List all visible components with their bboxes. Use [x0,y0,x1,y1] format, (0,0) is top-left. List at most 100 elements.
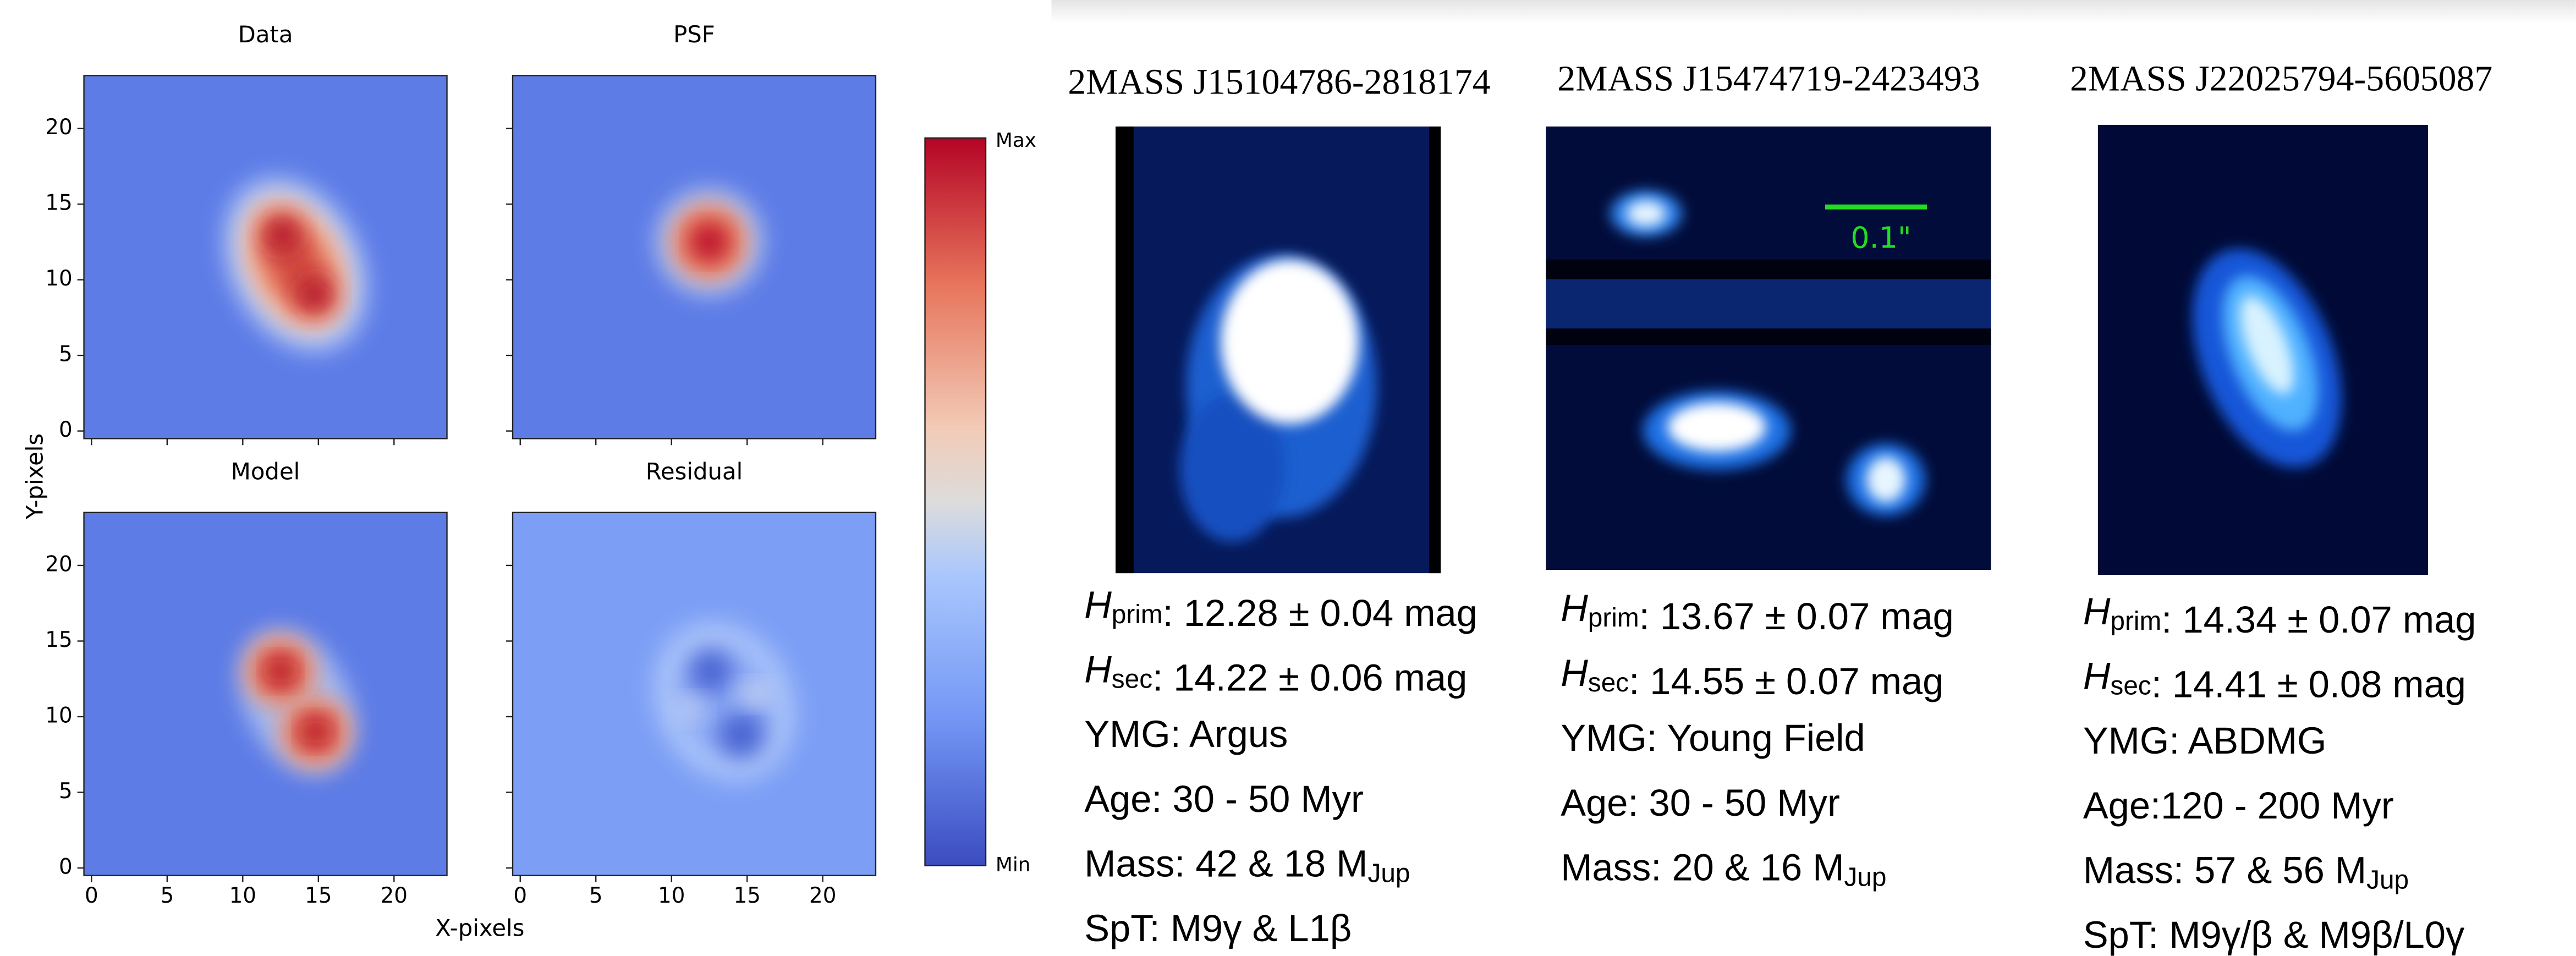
text: : 14.34 ± 0.07 mag [2161,598,2476,641]
text: Age:120 - 200 Myr [2083,784,2394,827]
target-image [1115,126,1441,574]
y-tick-label: 10 [45,703,72,728]
heatmap [512,75,876,439]
colorbar-max: Max [996,129,1036,152]
x-tick-label: 5 [160,883,174,908]
x-tick-label: 5 [589,883,603,908]
panel-title: Model [231,458,300,485]
text: : 12.28 ± 0.04 mag [1163,592,1478,634]
italic-symbol: H [1084,584,1112,626]
heatmap [84,512,447,876]
property-line: YMG: ABDMG [2083,719,2327,762]
text: Mass: 42 & 18 M [1084,843,1367,885]
text: : 14.41 ± 0.08 mag [2151,663,2466,706]
text: Mass: 57 & 56 M [2083,849,2366,892]
heatmap [84,75,447,439]
property-line: Age: 30 - 50 Myr [1084,778,1364,820]
x-axis-label: X-pixels [435,915,524,942]
text: Age: 30 - 50 Myr [1084,778,1364,820]
y-tick-label: 10 [45,266,72,291]
scale-bar: 0.1" [1825,204,1927,255]
property-line: Hsec: 14.22 ± 0.06 mag [1084,649,1467,699]
subscript: Jup [1367,859,1410,888]
colorbar-min: Min [996,854,1031,876]
image-band [1546,259,1991,279]
subscript: prim [1588,603,1639,632]
y-tick-label: 5 [59,342,73,367]
panel-frame [83,75,448,439]
subscript: prim [1112,600,1163,629]
property-line: Age: 30 - 50 Myr [1561,782,1840,824]
property-line: YMG: Argus [1084,713,1288,755]
image-band [1429,126,1441,574]
subscript: sec [1112,664,1152,694]
colorbar [924,137,987,866]
heatmap-blob [739,683,770,705]
heatmap-blob [268,659,293,684]
panel-title: PSF [673,21,715,48]
property-line: Hprim: 13.67 ± 0.07 mag [1561,587,1954,638]
y-tick-label: 20 [45,115,72,140]
property-line: Mass: 20 & 16 MJup [1561,847,1886,892]
top-shade [1051,0,2576,23]
y-axis-label: Y-pixels [21,433,48,520]
y-tick-label: 0 [59,417,73,442]
image-source [1667,402,1766,452]
italic-symbol: H [2083,590,2111,633]
target-image [2097,124,2428,575]
panel-frame [83,512,448,876]
text: Age: 30 - 50 Myr [1561,782,1840,824]
property-line: Age:120 - 200 Myr [2083,784,2394,827]
property-line: Mass: 42 & 18 MJup [1084,843,1410,888]
italic-symbol: H [2083,655,2111,697]
y-tick-label: 15 [45,628,72,652]
image-background [1546,126,1991,570]
heatmap-blob [675,698,704,720]
property-line: Hprim: 14.34 ± 0.07 mag [2083,590,2476,641]
text: : 13.67 ± 0.07 mag [1639,595,1954,638]
heatmap-blob [263,216,300,253]
italic-symbol: H [1561,652,1588,694]
scale-bar-label: 0.1" [1850,221,1911,255]
text: Mass: 20 & 16 M [1561,847,1844,889]
image-source [1626,200,1666,227]
property-line: SpT: M9γ & L1β [1084,907,1352,949]
target-name: 2MASS J15104786-2818174 [1068,62,1490,102]
subscript: sec [2110,671,2151,700]
property-line: SpT: M9γ/β & M9β/L0γ [2083,914,2465,956]
property-line: Hsec: 14.55 ± 0.07 mag [1561,652,1943,702]
text: : 14.22 ± 0.06 mag [1152,657,1467,699]
text: SpT: M9γ & L1β [1084,907,1352,949]
italic-symbol: H [1084,649,1112,691]
italic-symbol: H [1561,587,1588,629]
subscript: Jup [1844,862,1886,892]
panel-frame [512,75,877,439]
x-tick-label: 15 [305,883,332,908]
image-source [1221,259,1359,424]
heatmap-blob [297,277,334,314]
text: YMG: Young Field [1561,717,1865,759]
property-line: Hprim: 12.28 ± 0.04 mag [1084,584,1478,634]
x-tick-label: 10 [658,883,685,908]
x-tick-label: 10 [229,883,256,908]
x-tick-label: 0 [85,883,98,908]
property-line: Hsec: 14.41 ± 0.08 mag [2083,655,2466,706]
y-tick-label: 0 [59,854,73,879]
image-source [2240,295,2294,394]
x-tick-label: 15 [734,883,761,908]
panel-title: Data [238,21,293,48]
property-line: YMG: Young Field [1561,717,1865,759]
subscript: sec [1588,668,1629,697]
property-line: Mass: 57 & 56 MJup [2083,849,2409,894]
panel-title: Residual [646,458,743,485]
heatmap-blob [694,227,724,257]
image-band [1115,126,1134,574]
text: : 14.55 ± 0.07 mag [1629,660,1943,702]
text: YMG: ABDMG [2083,719,2327,762]
target-name: 2MASS J22025794-5605087 [2070,58,2492,98]
y-tick-label: 15 [45,191,72,216]
text: YMG: Argus [1084,713,1288,755]
heatmap-blob [689,650,732,693]
target-image [1546,126,1991,570]
